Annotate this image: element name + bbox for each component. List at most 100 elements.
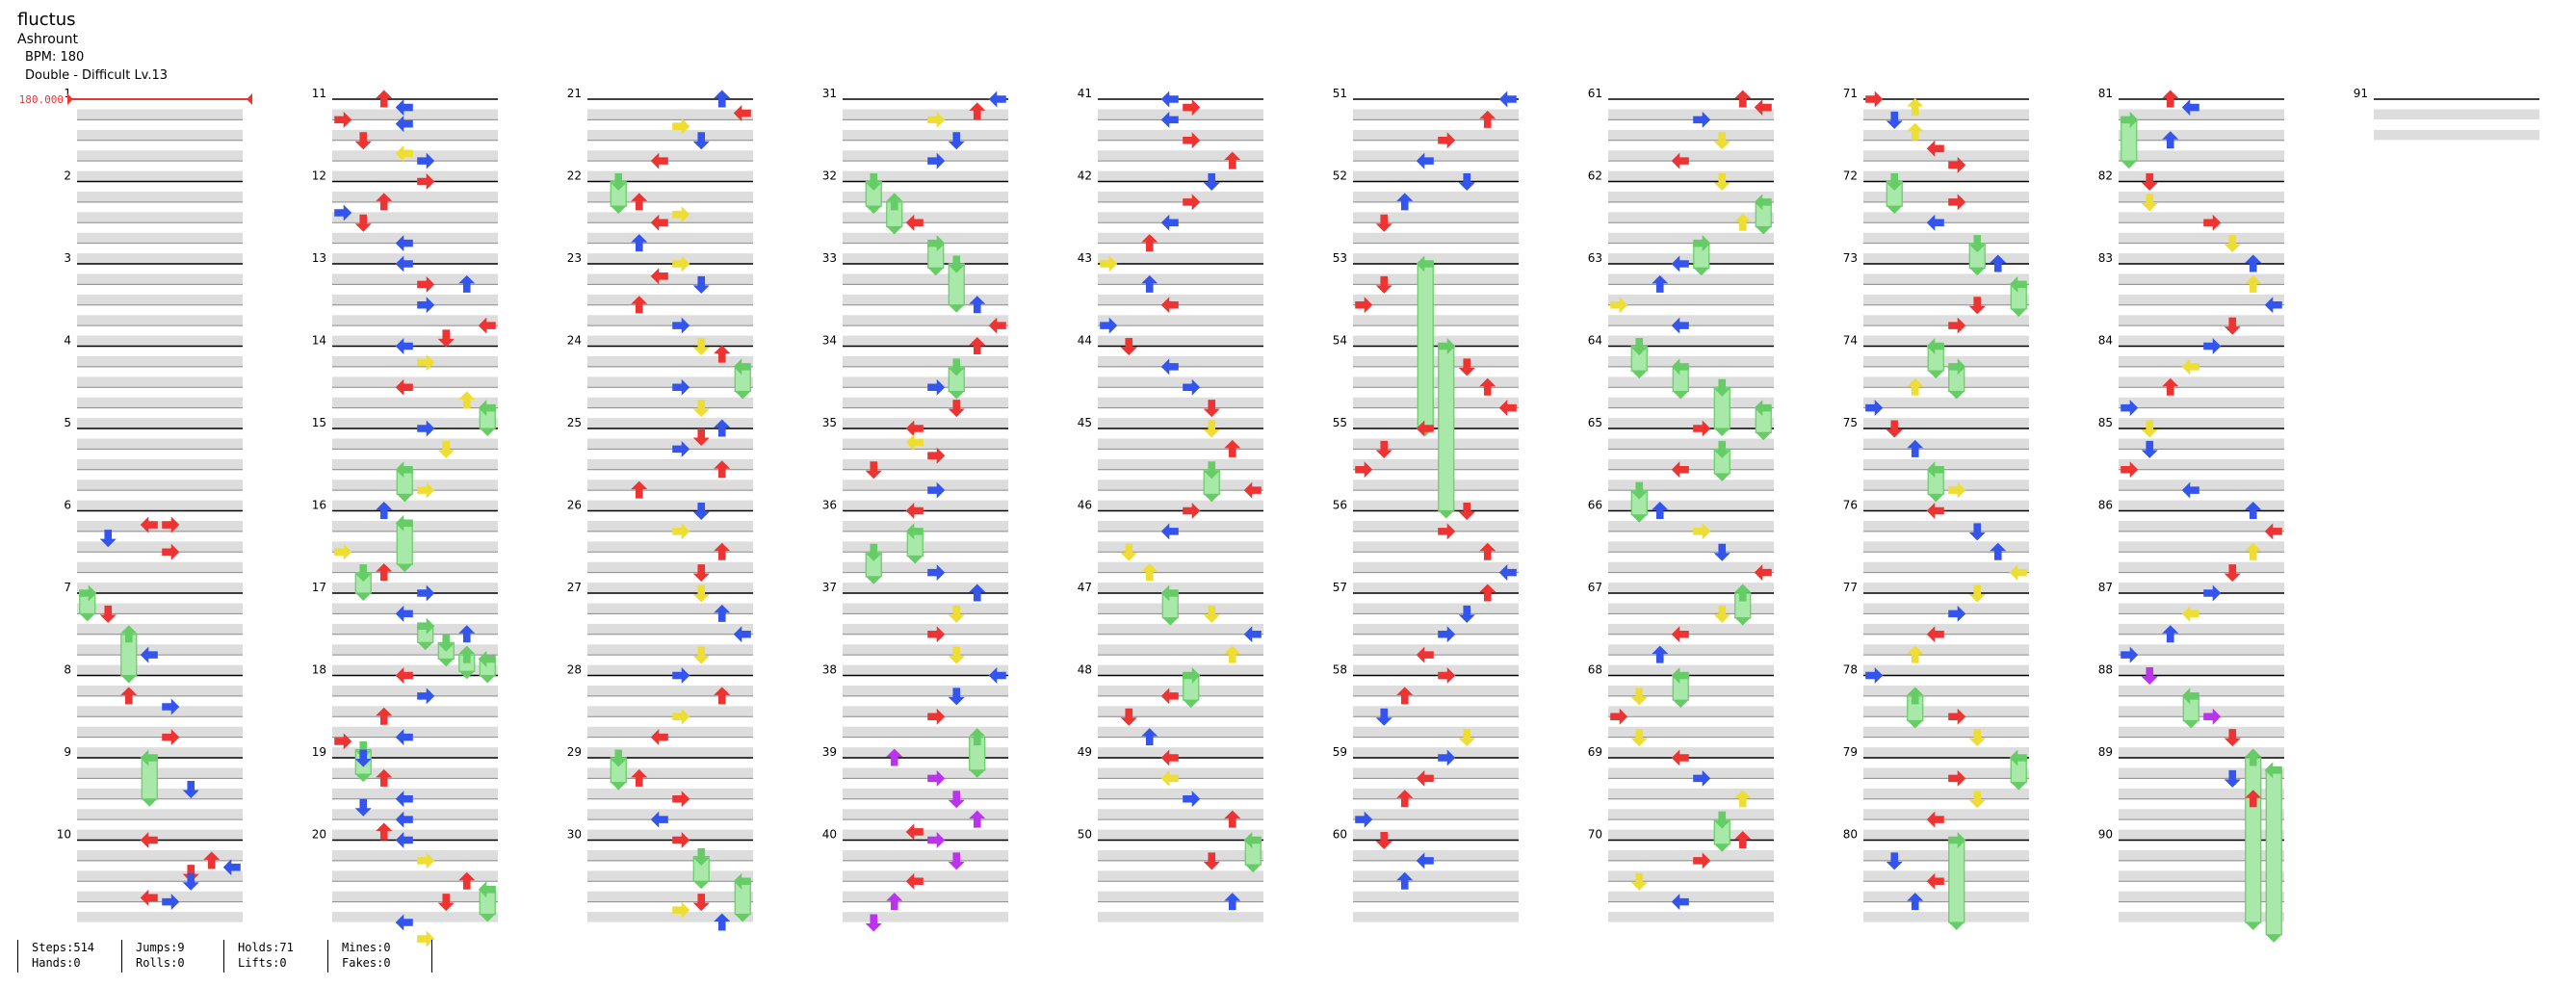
beat-band bbox=[587, 561, 753, 573]
beat-band bbox=[1353, 109, 1519, 119]
beat-band bbox=[332, 397, 498, 408]
right-arrow-icon bbox=[2009, 275, 2027, 293]
left-arrow-icon bbox=[672, 791, 690, 808]
left-arrow-icon bbox=[334, 733, 352, 750]
hold-tail bbox=[2183, 720, 2199, 729]
measure-number: 1 bbox=[64, 87, 71, 100]
up-arrow-icon bbox=[886, 893, 903, 911]
hold-tail bbox=[1714, 428, 1730, 436]
beat-band bbox=[1608, 480, 1774, 490]
beat-band bbox=[1353, 726, 1519, 738]
measure-number: 3 bbox=[64, 251, 71, 265]
hold-tail bbox=[969, 769, 985, 778]
beat-band bbox=[1098, 129, 1263, 141]
beat-band bbox=[1608, 747, 1774, 758]
hold-body bbox=[734, 880, 751, 916]
right-arrow-icon bbox=[650, 811, 668, 828]
up-arrow-icon bbox=[1652, 645, 1669, 663]
measure-number: 30 bbox=[567, 828, 582, 842]
beat-band bbox=[1608, 850, 1774, 861]
right-arrow-icon bbox=[1498, 91, 1517, 108]
beat-band bbox=[1863, 170, 2029, 182]
right-arrow-icon bbox=[395, 831, 413, 849]
beat-band bbox=[843, 870, 1008, 881]
down-arrow-icon bbox=[1375, 831, 1392, 849]
beat-band bbox=[332, 192, 498, 202]
hold-tail bbox=[1948, 391, 1965, 400]
beat-band bbox=[587, 294, 753, 305]
beat-band bbox=[2119, 150, 2284, 161]
beat-band bbox=[1353, 438, 1519, 449]
measure-number: 2 bbox=[64, 169, 71, 183]
down-arrow-icon bbox=[692, 564, 710, 583]
right-arrow-icon bbox=[395, 914, 413, 931]
measure-number: 69 bbox=[1588, 745, 1602, 759]
down-arrow-icon bbox=[354, 214, 372, 232]
beat-band bbox=[1353, 561, 1519, 573]
up-arrow-icon bbox=[969, 810, 986, 828]
up-arrow-icon bbox=[886, 748, 903, 766]
left-arrow-icon bbox=[2121, 646, 2139, 663]
beat-band bbox=[1353, 912, 1519, 922]
beat-band bbox=[2119, 767, 2284, 778]
beat-band bbox=[1353, 273, 1519, 284]
right-arrow-icon bbox=[140, 889, 158, 906]
left-arrow-icon bbox=[334, 543, 352, 560]
beat-band bbox=[1863, 150, 2029, 161]
beat-band bbox=[77, 664, 243, 676]
beat-band bbox=[843, 170, 1008, 182]
left-arrow-icon bbox=[2203, 584, 2222, 602]
down-arrow-icon bbox=[610, 749, 627, 767]
beat-band bbox=[2119, 891, 2284, 902]
beat-band bbox=[587, 664, 753, 676]
beat-band bbox=[2119, 644, 2284, 655]
beat-band bbox=[1098, 170, 1263, 182]
down-arrow-icon bbox=[692, 428, 710, 447]
beat-band bbox=[1098, 706, 1263, 716]
left-arrow-icon bbox=[2203, 337, 2222, 355]
left-arrow-icon bbox=[79, 584, 97, 602]
left-arrow-icon bbox=[417, 420, 435, 437]
down-arrow-icon bbox=[948, 605, 965, 623]
right-arrow-icon bbox=[1160, 688, 1179, 705]
beat-band bbox=[1353, 500, 1519, 511]
beat-band bbox=[332, 438, 498, 449]
holds-count: Holds:71 bbox=[238, 941, 294, 954]
beat-band bbox=[1863, 603, 2029, 613]
beat-band bbox=[587, 870, 753, 881]
up-arrow-icon bbox=[1907, 439, 1924, 457]
right-arrow-icon bbox=[1926, 502, 1944, 520]
beat-band bbox=[1353, 521, 1519, 532]
hold-body bbox=[396, 522, 413, 565]
beat-band bbox=[587, 376, 753, 387]
beat-band bbox=[332, 109, 498, 119]
up-arrow-icon bbox=[1990, 542, 2007, 560]
beat-band bbox=[332, 376, 498, 387]
right-arrow-icon bbox=[395, 255, 413, 272]
left-arrow-icon bbox=[162, 894, 180, 911]
left-arrow-icon bbox=[1693, 852, 1711, 869]
down-arrow-icon bbox=[865, 461, 882, 480]
left-arrow-icon bbox=[1693, 523, 1711, 540]
up-arrow-icon bbox=[2162, 131, 2179, 149]
beat-band bbox=[1863, 192, 2029, 202]
beat-band bbox=[1098, 850, 1263, 861]
beat-band bbox=[1353, 150, 1519, 161]
right-arrow-icon bbox=[1671, 749, 1689, 766]
right-arrow-icon bbox=[2264, 297, 2282, 314]
beat-band bbox=[2119, 335, 2284, 347]
left-arrow-icon bbox=[417, 852, 435, 869]
beat-band bbox=[587, 150, 753, 161]
measure-number: 71 bbox=[1843, 87, 1858, 100]
measure-number: 53 bbox=[1333, 251, 1347, 265]
beat-band bbox=[1098, 273, 1263, 284]
measure-number: 37 bbox=[822, 581, 837, 594]
up-arrow-icon bbox=[886, 193, 903, 211]
beat-band bbox=[1608, 438, 1774, 449]
beat-band bbox=[587, 129, 753, 141]
left-arrow-icon bbox=[672, 523, 690, 540]
measure-number: 41 bbox=[1078, 87, 1092, 100]
down-arrow-icon bbox=[1203, 420, 1220, 438]
hold-tail bbox=[120, 675, 137, 684]
beat-band bbox=[332, 170, 498, 182]
